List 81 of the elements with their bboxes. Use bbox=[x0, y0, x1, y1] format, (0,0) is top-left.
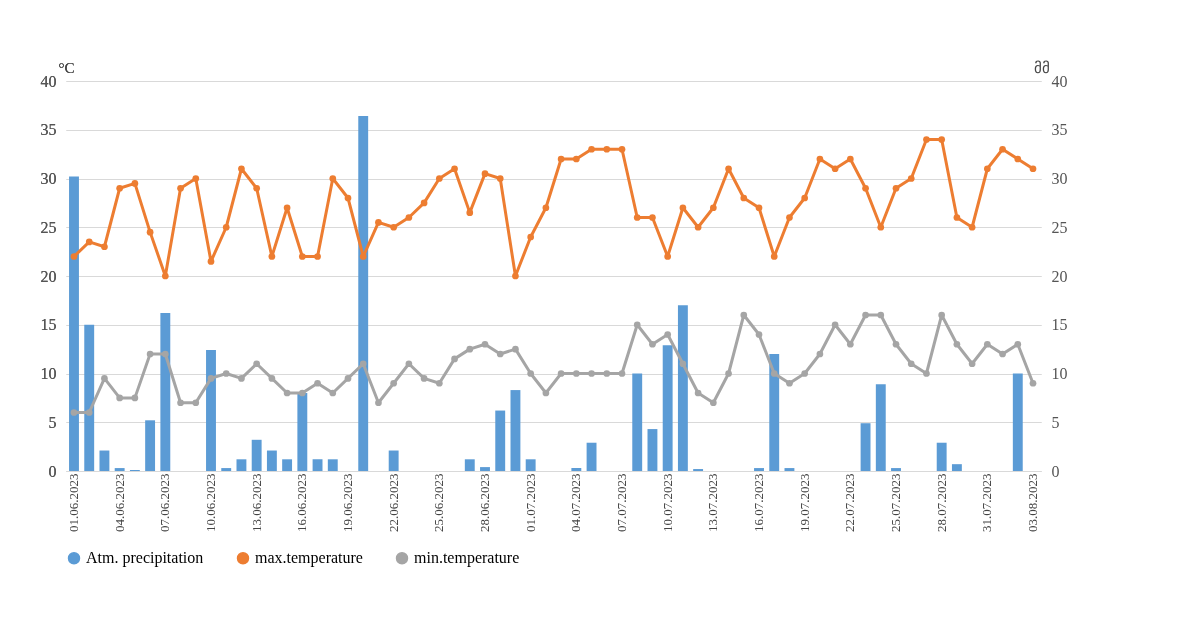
x-tick-label: 07.07.2023 bbox=[614, 473, 629, 532]
bar bbox=[388, 450, 399, 471]
bar bbox=[282, 459, 293, 471]
bar bbox=[327, 459, 338, 471]
bar bbox=[99, 450, 110, 471]
y-tick-label: 30 bbox=[40, 170, 57, 187]
bar bbox=[571, 468, 582, 471]
x-tick-label: 13.06.2023 bbox=[248, 473, 264, 532]
bar bbox=[510, 390, 521, 471]
x-tick-label: 10.06.2023 bbox=[202, 473, 218, 532]
bar bbox=[769, 354, 780, 471]
bar bbox=[647, 429, 658, 471]
x-tick-label: 22.07.2023 bbox=[842, 473, 858, 532]
legend-label: max.temperature bbox=[255, 549, 363, 568]
x-tick-label: 16.06.2023 bbox=[294, 473, 310, 532]
y-tick-label: 40 bbox=[40, 72, 57, 90]
legend-label: min.temperature bbox=[414, 549, 520, 568]
bar bbox=[662, 345, 673, 471]
x-tick-label: 04.06.2023 bbox=[111, 473, 127, 532]
bar bbox=[495, 410, 506, 471]
legend-label: Atm. precipitation bbox=[86, 549, 204, 568]
bar bbox=[206, 350, 216, 471]
y2-tick-label: 15 bbox=[1051, 316, 1068, 334]
y2-tick-label: 30 bbox=[1051, 170, 1068, 187]
y2-tick-label: 40 bbox=[1051, 72, 1068, 90]
bar bbox=[84, 324, 95, 471]
x-tick-label: 25.06.2023 bbox=[431, 473, 447, 532]
y-tick-label: 15 bbox=[40, 316, 57, 334]
bar bbox=[358, 116, 369, 471]
x-tick-label: 10.07.2023 bbox=[659, 473, 675, 532]
y-tick-label: 35 bbox=[40, 121, 57, 139]
x-tick-label: 13.07.2023 bbox=[705, 473, 721, 532]
y-tick-label: 10 bbox=[40, 365, 57, 382]
y2-tick-label: 20 bbox=[1051, 267, 1068, 285]
x-tick-label: 31.07.2023 bbox=[979, 473, 995, 532]
x-tick-label: 19.06.2023 bbox=[340, 473, 355, 532]
bar bbox=[951, 464, 962, 471]
y-tick-label: 0 bbox=[48, 462, 57, 480]
bar bbox=[160, 313, 171, 471]
bar bbox=[875, 384, 886, 471]
x-tick-label: 28.06.2023 bbox=[477, 473, 492, 532]
bar bbox=[632, 373, 643, 471]
x-tick-label: 22.06.2023 bbox=[385, 473, 401, 532]
bar bbox=[860, 423, 871, 471]
x-tick-label: 04.07.2023 bbox=[568, 473, 584, 532]
y2-tick-label: 0 bbox=[1051, 462, 1060, 480]
bar bbox=[236, 459, 247, 471]
bar bbox=[677, 305, 688, 471]
y2-tick-label: 35 bbox=[1051, 121, 1068, 139]
bar bbox=[145, 420, 156, 471]
bar bbox=[936, 442, 947, 471]
bar bbox=[525, 459, 536, 471]
y2-tick-label: 5 bbox=[1051, 413, 1060, 431]
bar bbox=[891, 468, 901, 471]
bar bbox=[480, 467, 490, 471]
bar bbox=[266, 450, 277, 471]
x-tick-label: 16.07.2023 bbox=[751, 473, 766, 532]
bar bbox=[586, 442, 597, 471]
bar bbox=[754, 468, 764, 471]
y-axis-title: °C bbox=[58, 59, 75, 76]
bar bbox=[114, 468, 125, 471]
y2-axis-title: მმ bbox=[1033, 59, 1050, 76]
bar bbox=[784, 468, 795, 471]
bar bbox=[69, 176, 79, 471]
x-tick-label: 01.07.2023 bbox=[522, 473, 538, 532]
x-tick-label: 03.08.2023 bbox=[1025, 473, 1041, 532]
y2-tick-label: 10 bbox=[1051, 365, 1068, 382]
y2-tick-label: 25 bbox=[1051, 218, 1068, 236]
x-tick-label: 28.07.2023 bbox=[933, 473, 949, 532]
x-tick-label: 01.06.2023 bbox=[65, 473, 81, 532]
y-tick-label: 5 bbox=[48, 413, 57, 431]
bar bbox=[221, 468, 232, 471]
y-tick-label: 20 bbox=[40, 267, 57, 285]
bar bbox=[251, 439, 262, 471]
x-tick-label: 25.07.2023 bbox=[888, 473, 904, 532]
bar bbox=[464, 459, 475, 471]
bar bbox=[312, 459, 323, 471]
x-tick-label: 07.06.2023 bbox=[157, 473, 173, 532]
y-tick-label: 25 bbox=[40, 218, 57, 236]
bar bbox=[1012, 373, 1023, 471]
x-tick-label: 19.07.2023 bbox=[796, 473, 812, 532]
